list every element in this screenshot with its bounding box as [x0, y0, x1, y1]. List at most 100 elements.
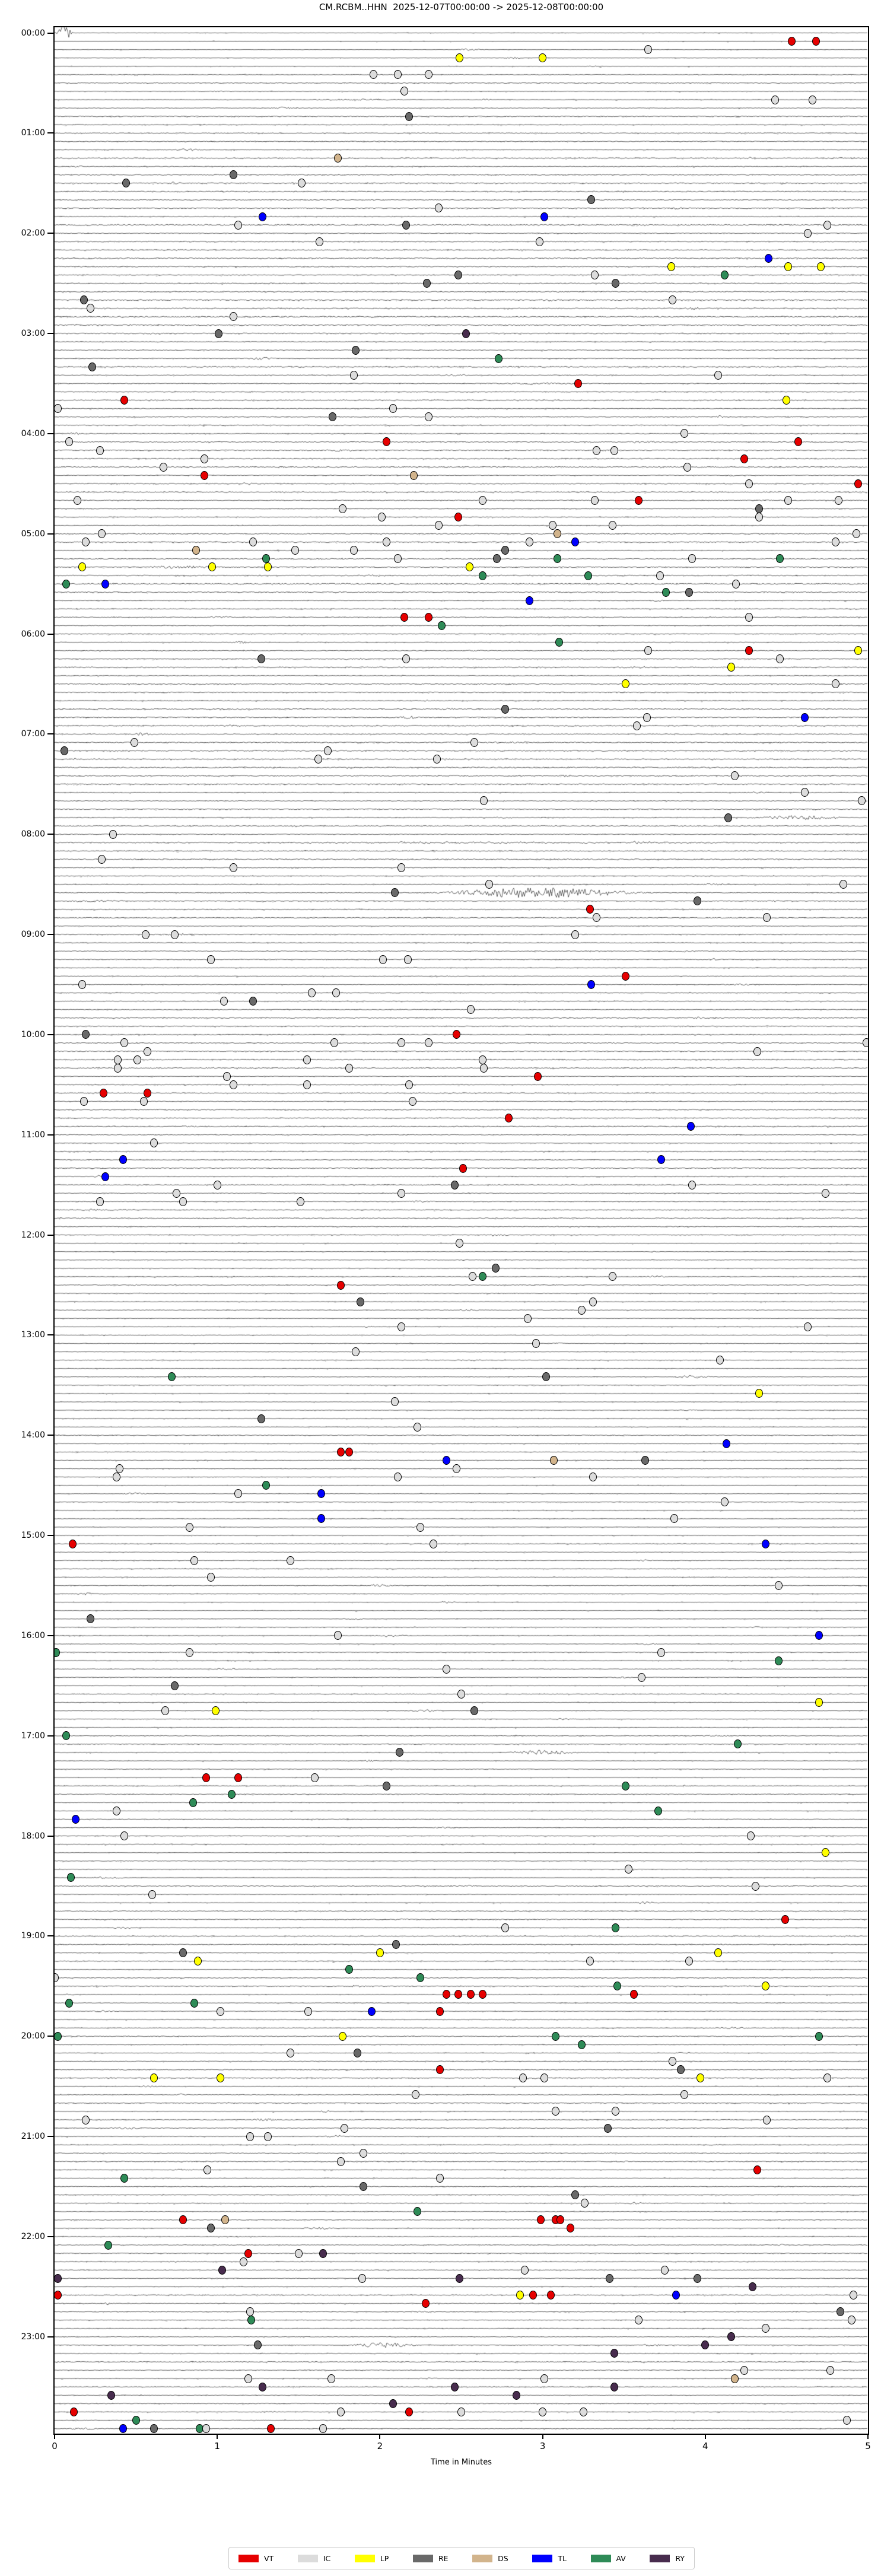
event-marker-tl — [317, 1514, 326, 1524]
event-marker-ic — [485, 880, 493, 889]
event-marker-ic — [298, 179, 306, 188]
event-marker-ic — [307, 988, 316, 998]
event-marker-re — [641, 1455, 649, 1465]
event-marker-vt — [99, 1088, 107, 1098]
event-marker-ic — [680, 2090, 688, 2100]
event-marker-ic — [685, 1957, 693, 1966]
event-marker-ry — [259, 2382, 267, 2391]
event-marker-vt — [345, 1447, 353, 1456]
event-marker-ic — [519, 2073, 527, 2083]
legend-item-av: AV — [590, 2553, 626, 2563]
event-marker-ic — [763, 913, 771, 923]
event-marker-av — [495, 354, 503, 363]
event-marker-vt — [459, 1163, 467, 1173]
event-marker-lp — [150, 2073, 158, 2083]
event-marker-ic — [377, 513, 386, 522]
event-marker-ic — [394, 554, 402, 564]
legend: VT IC LP RE DS TL AV RY — [228, 2547, 695, 2569]
x-axis-title: Time in Minutes — [430, 2458, 492, 2467]
hour-label: 21:00 — [21, 2132, 45, 2142]
event-marker-ic — [394, 1473, 402, 1482]
event-marker-vt — [621, 971, 629, 981]
y-tick — [47, 1334, 53, 1336]
event-marker-re — [390, 888, 399, 898]
y-tick — [47, 733, 53, 735]
event-marker-av — [553, 554, 561, 564]
event-marker-av — [478, 1272, 486, 1281]
event-marker-ic — [609, 1272, 616, 1281]
event-marker-ic — [316, 237, 324, 246]
event-marker-ic — [763, 2115, 771, 2125]
event-marker-lp — [263, 562, 272, 572]
event-marker-vt — [529, 2290, 537, 2300]
event-marker-ic — [179, 1197, 187, 1206]
event-marker-ic — [552, 2107, 560, 2116]
event-marker-re — [724, 813, 732, 822]
event-marker-vt — [120, 396, 129, 405]
event-marker-ic — [688, 1180, 696, 1190]
legend-swatch-av — [590, 2554, 611, 2562]
event-marker-ic — [405, 1080, 414, 1089]
event-marker-ic — [143, 1047, 151, 1056]
event-marker-vt — [202, 1773, 210, 1782]
legend-item-ic: IC — [297, 2554, 330, 2563]
event-marker-re — [836, 2307, 844, 2317]
waveform-traces — [55, 27, 868, 2434]
y-tick — [47, 132, 53, 134]
event-marker-ic — [116, 1464, 124, 1474]
legend-swatch-lp — [354, 2554, 375, 2562]
event-marker-lp — [376, 1948, 384, 1958]
legend-item-vt: VT — [238, 2554, 273, 2563]
legend-label: AV — [616, 2553, 626, 2563]
event-marker-ic — [761, 2324, 769, 2333]
event-marker-ic — [171, 930, 179, 939]
hour-label: 23:00 — [21, 2332, 45, 2342]
event-marker-ic — [425, 70, 433, 79]
event-marker-vt — [70, 2407, 78, 2416]
event-marker-ic — [327, 2374, 335, 2383]
event-marker-ic — [350, 546, 358, 555]
event-marker-ic — [314, 755, 322, 764]
event-marker-re — [179, 1948, 187, 1958]
event-marker-vt — [55, 2290, 62, 2300]
event-marker-ic — [434, 203, 443, 213]
event-marker-ic — [633, 721, 641, 730]
event-marker-ic — [524, 1314, 532, 1323]
event-marker-vt — [745, 646, 753, 656]
event-marker-ic — [457, 1689, 465, 1699]
hour-label: 01:00 — [21, 128, 45, 138]
event-marker-ic — [452, 1464, 460, 1474]
event-marker-ic — [369, 70, 377, 79]
event-marker-ic — [835, 495, 843, 505]
event-marker-ic — [402, 654, 410, 664]
event-marker-ic — [501, 1923, 510, 1932]
legend-swatch-vt — [238, 2554, 259, 2562]
event-marker-vt — [586, 905, 594, 914]
event-marker-vt — [753, 2165, 762, 2174]
event-marker-ic — [804, 228, 812, 238]
chart-title: CM.RCBM..HHN 2025-12-07T00:00:00 -> 2025… — [319, 2, 604, 12]
event-marker-ic — [202, 2424, 210, 2434]
event-marker-ic — [120, 1831, 129, 1841]
event-marker-ic — [397, 1322, 405, 1331]
event-marker-ic — [579, 2407, 587, 2416]
hour-label: 08:00 — [21, 829, 45, 839]
event-marker-ic — [287, 2048, 295, 2057]
x-tick — [379, 2434, 381, 2439]
x-tick-label: 0 — [52, 2441, 58, 2451]
y-tick — [47, 2336, 53, 2338]
event-marker-ic — [206, 955, 215, 964]
event-marker-vt — [337, 1280, 345, 1290]
event-marker-re — [693, 896, 701, 906]
event-marker-ic — [98, 854, 106, 864]
event-marker-ry — [513, 2390, 521, 2400]
event-marker-ic — [160, 462, 168, 472]
event-marker-ry — [462, 329, 470, 338]
event-marker-av — [584, 571, 592, 580]
event-marker-lp — [217, 2073, 225, 2083]
event-marker-ic — [403, 955, 412, 964]
event-marker-ic — [774, 1581, 783, 1591]
event-marker-ds — [221, 2215, 230, 2225]
event-marker-ic — [571, 930, 579, 939]
event-marker-vt — [436, 2065, 444, 2075]
